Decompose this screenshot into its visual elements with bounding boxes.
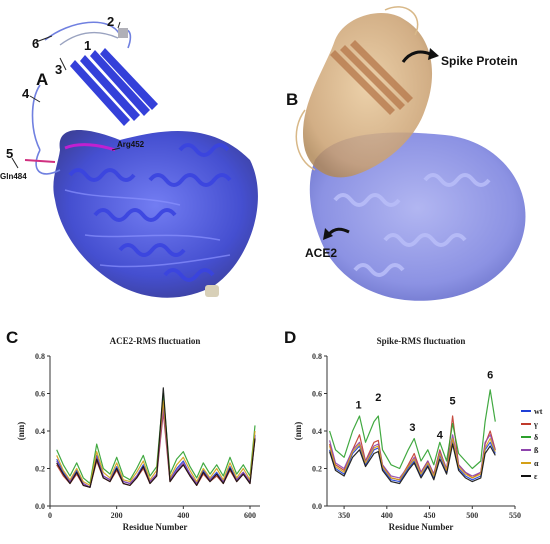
region-number-2: 2 [107,14,115,29]
x-tick-label: 500 [466,511,478,520]
panel-d-label: D [284,328,297,347]
legend-entry: wt [534,407,543,416]
residue-gln484-label: Gln484 [0,172,27,181]
chart-d-spike-rmsf: Spike-RMS fluctuation 0.0 0.2 0.4 0.6 0.8 350 4… [293,336,543,532]
y-tick-label: 0.6 [312,390,322,399]
series-line-4 [56,400,256,486]
chart-title: ACE2-RMS fluctuation [110,336,201,346]
y-tick-label: 0.8 [312,352,322,361]
residue-arg452-label: Arg452 [117,140,145,149]
x-tick-label: 450 [424,511,436,520]
x-tick-label: 400 [177,511,189,520]
chart-title: Spike-RMS fluctuation [377,336,466,346]
x-axis-label: Residue Number [123,522,188,532]
region-number-6: 6 [32,36,40,51]
series-line-5 [329,443,496,485]
region-number-1: 1 [84,38,92,53]
x-tick-label: 400 [381,511,393,520]
peak-label-5: 5 [450,396,456,408]
y-axis-label: (nm) [16,422,26,441]
panel-b-structure: B Spike Protein ACE2 [275,0,550,310]
legend-entry: α [534,459,539,468]
y-tick-label: 0.4 [312,427,322,436]
x-tick-label: 0 [48,511,52,520]
y-tick-label: 0.0 [35,502,45,511]
x-tick-label: 200 [111,511,123,520]
series-line-2 [56,392,256,485]
y-tick-label: 0.8 [35,352,45,361]
panel-a-ribbon-image [11,21,258,298]
legend-entry: δ [534,433,538,442]
region-number-3: 3 [55,62,63,77]
y-tick-label: 0.6 [35,390,45,399]
region-number-4: 4 [22,86,30,101]
panel-a-label: A [36,70,49,89]
legend-entry: ε [534,472,538,481]
peak-label-4: 4 [437,429,444,441]
panel-b-complex-image [295,6,526,301]
panel-b-label: B [286,90,299,109]
y-tick-label: 0.2 [35,465,45,474]
region-number-5: 5 [6,146,14,161]
y-tick-label: 0.2 [312,465,322,474]
legend-entry: ß [534,446,539,455]
ace2-label: ACE2 [305,246,338,260]
spike-protein-label: Spike Protein [441,54,518,68]
series-line-2 [329,389,496,470]
x-tick-label: 350 [338,511,350,520]
x-tick-label: 550 [509,511,521,520]
peak-label-2: 2 [375,392,381,404]
peak-label-3: 3 [409,422,415,434]
panel-a-structure: A 1 2 3 4 5 6 Arg452 Gln484 [0,0,275,310]
legend-entry: γ [533,420,538,429]
chart-c-ace2-rmsf: ACE2-RMS fluctuation 0.0 0.2 0.4 0.6 0.8 0 200 4… [16,336,260,532]
y-tick-label: 0.4 [35,427,45,436]
peak-label-6: 6 [487,369,493,381]
y-axis-label: (nm) [293,422,303,441]
y-tick-label: 0.0 [312,502,322,511]
series-line-5 [56,387,256,488]
panel-c-label: C [6,328,19,347]
x-tick-label: 600 [244,511,256,520]
peak-label-1: 1 [356,399,362,411]
x-axis-label: Residue Number [389,522,454,532]
series-line-4 [329,437,496,481]
